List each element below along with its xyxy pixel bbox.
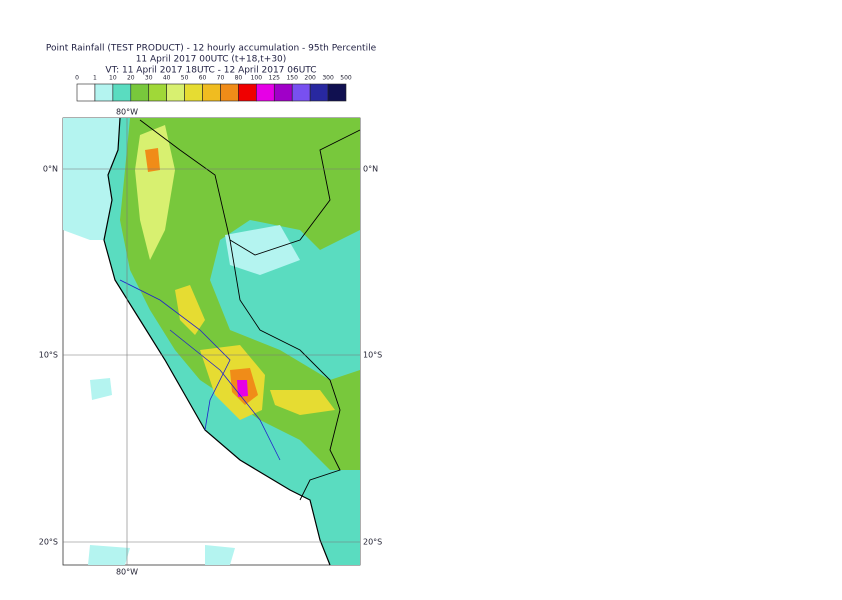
legend-swatch [166,83,185,102]
legend-swatch [256,83,275,102]
lon-label: 80°W [116,108,138,117]
lat-label: 20°S [39,538,58,547]
region-border [119,279,231,431]
legend-label: 200 [304,75,316,82]
lat-label: 20°S [363,538,382,547]
legend-label: 0 [75,75,79,82]
land-rain [225,225,300,275]
coastline [103,117,331,566]
lat-label: 0°N [363,165,378,174]
land-rain [175,285,205,335]
legend-label: 50 [181,75,189,82]
legend-label: 30 [145,75,153,82]
legend-swatch [112,83,132,102]
legend-swatch [94,83,114,102]
land-rain [120,118,360,470]
land-rain [320,240,360,340]
region-border [169,329,281,461]
legend-swatch [130,83,150,102]
legend-label: 1 [93,75,97,82]
legend-label: 300 [322,75,334,82]
legend-swatch [76,83,96,102]
sea-rain [63,118,120,240]
land-rain [270,390,335,415]
land-rain [145,148,160,172]
legend-label: 500 [340,75,352,82]
legend-label: 100 [251,75,263,82]
sea-rain [88,545,130,565]
legend-label: 150 [286,75,298,82]
lat-label: 10°S [39,351,58,360]
land-rain [237,380,248,397]
legend-label: 40 [163,75,171,82]
legend-label: 70 [217,75,225,82]
land-rain [135,125,175,260]
lat-label: 10°S [363,351,382,360]
legend-swatch [291,83,311,102]
legend-swatch [327,83,347,102]
lon-label: 80°W [116,568,138,577]
sea-rain [90,378,112,400]
title: Point Rainfall (TEST PRODUCT) - 12 hourl… [46,44,377,54]
map: 80°W 80°W 0°N 0°N 10°S 10°S 20°S 20°S [39,108,383,577]
legend-label: 20 [127,75,135,82]
subtitle: 11 April 2017 00UTC (t+18,t+30) [136,55,287,65]
lat-label: 0°N [43,165,58,174]
legend-swatch [238,83,257,102]
legend-swatch [273,83,293,102]
sea-rain [205,545,235,565]
border [139,119,361,256]
legend-swatch [202,83,221,102]
legend-label: 125 [269,75,281,82]
legend: 0 1 10 20 30 40 50 60 70 80 100 125 150 200 300 500 [75,75,352,102]
legend-swatch [220,83,239,102]
subtitle: VT: 11 April 2017 18UTC - 12 April 2017 … [105,66,316,76]
border [229,239,341,501]
legend-label: 60 [199,75,207,82]
legend-label: 10 [109,75,117,82]
legend-swatch [309,83,329,102]
legend-swatch [184,83,203,102]
legend-swatch [148,83,167,102]
legend-label: 80 [235,75,243,82]
